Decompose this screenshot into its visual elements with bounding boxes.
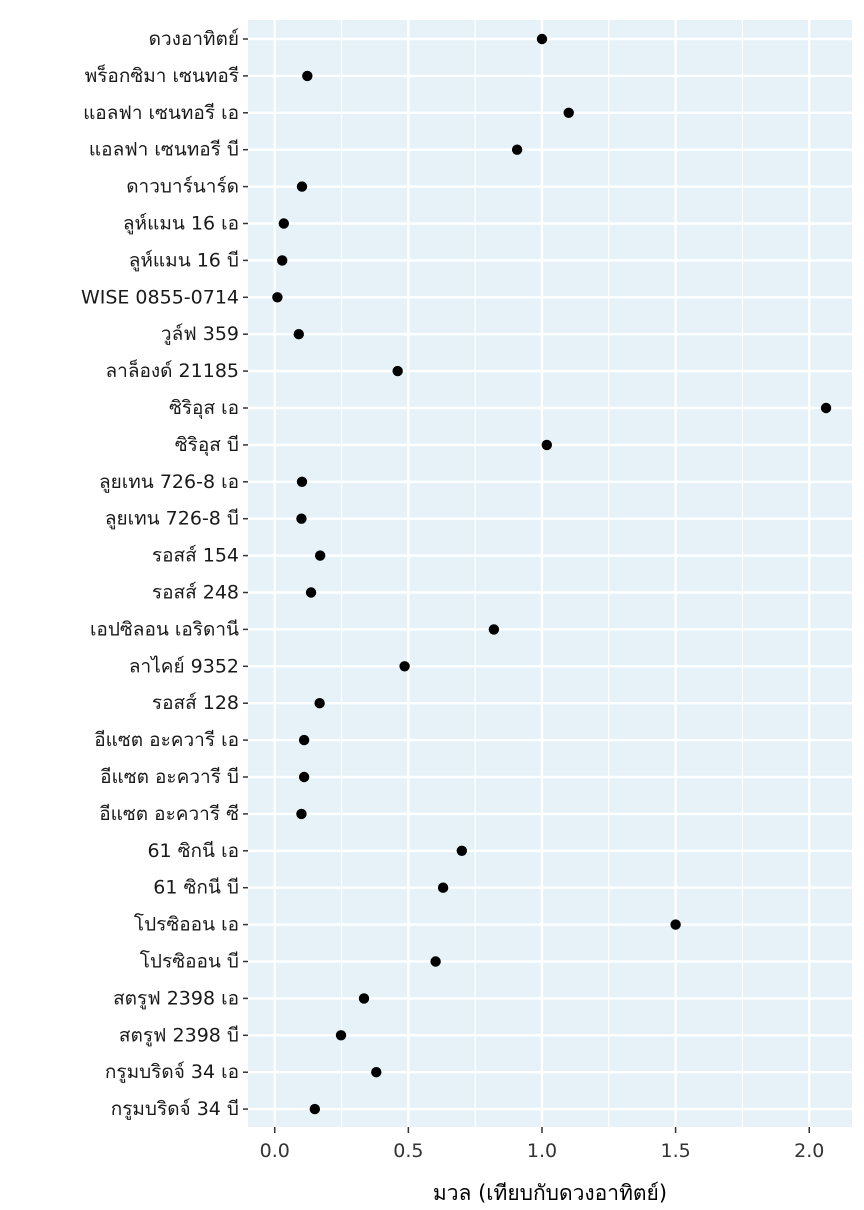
y-tick-label: แอลฟา เซนทอรี เอ [83,102,239,124]
y-tick-label: อีแซต อะควารี ซี [99,803,239,825]
y-tick-label: ลาไคย์ 9352 [129,655,239,677]
data-point [298,734,310,746]
data-point [314,550,326,561]
y-tick-label: ลูห์แมน 16 บี [129,249,239,271]
data-point [536,33,548,45]
data-point [302,70,313,82]
major-gridlines [248,20,852,1127]
y-tick-label: อีแซต อะควารี เอ [94,729,239,751]
plot-panel [248,20,852,1127]
data-point [358,993,370,1004]
y-tick-label: WISE 0855-0714 [81,286,239,308]
y-tick-label: สตรูฟ 2398 เอ [113,987,239,1009]
data-point [488,624,500,635]
data-point [820,402,832,414]
data-point [296,808,307,820]
y-tick-label: พร็อกซิมา เซนทอรี [85,63,239,87]
data-point [278,218,290,229]
y-tick-label: ดาวบาร์นาร์ด [126,176,239,198]
data-points [272,33,832,1115]
data-point [563,107,574,119]
y-tick-label: 61 ซิกนี เอ [147,840,239,862]
x-axis: 0.0 0.5 1.0 1.5 2.0 [260,1127,824,1162]
y-tick-label: รอสส์ 128 [152,692,239,714]
data-point [298,771,310,783]
data-point [314,698,325,709]
data-point [541,439,552,451]
data-point [335,1030,347,1041]
data-point [392,365,403,377]
y-tick-label: กรูมบริดจ์ 34 เอ [105,1061,239,1083]
data-point [456,845,468,856]
x-tick-label: 0.0 [260,1140,290,1162]
y-tick-label: เอปซิลอน เอริดานี [90,618,239,640]
y-tick-label: ลูยเทน 726-8 บี [105,508,239,530]
y-tick-label: ซิริอุส บี [175,434,239,457]
y-tick-label: แอลฟา เซนทอรี บี [89,139,239,161]
data-point [296,181,308,192]
minor-gridlines [340,20,744,1127]
y-tick-label: โปรซิออน บี [140,950,239,973]
data-point [670,919,681,930]
data-point [511,144,523,155]
y-tick-label: วูล์ฟ 359 [161,323,239,345]
x-axis-title: มวล (เทียบกับดวงอาทิตย์) [433,1181,667,1205]
data-point [293,329,304,340]
y-axis: ดวงอาทิตย์พร็อกซิมา เซนทอรีแอลฟา เซนทอรี… [81,28,248,1120]
y-tick-label: โปรซิออน เอ [134,913,239,936]
y-tick-label: กรูมบริดจ์ 34 บี [111,1098,239,1120]
data-point [296,476,308,487]
y-tick-label: รอสส์ 154 [152,545,239,567]
y-tick-label: สตรูฟ 2398 บี [119,1024,239,1046]
data-point [277,255,288,266]
x-tick-label: 1.0 [527,1140,557,1162]
x-tick-label: 0.5 [393,1140,423,1162]
y-tick-label: ดวงอาทิตย์ [149,28,239,50]
data-point [272,292,283,303]
y-tick-label: ลาล็องด์ 21185 [106,358,239,382]
x-tick-label: 2.0 [794,1140,824,1162]
y-tick-label: อีแซต อะควารี บี [100,766,239,788]
y-tick-label: 61 ซิกนี บี [153,877,239,899]
data-point [296,513,307,524]
y-tick-label: ลูห์แมน 16 เอ [123,213,239,235]
y-tick-label: ซิริอุส เอ [169,397,239,420]
x-tick-label: 1.5 [661,1140,691,1162]
y-tick-label: รอสส์ 248 [152,582,239,604]
data-point [430,956,441,967]
y-tick-label: ลูยเทน 726-8 เอ [99,471,239,493]
data-point [399,661,410,672]
data-point [305,587,317,598]
data-point [309,1103,321,1115]
data-point [437,882,449,893]
data-point [371,1067,382,1078]
